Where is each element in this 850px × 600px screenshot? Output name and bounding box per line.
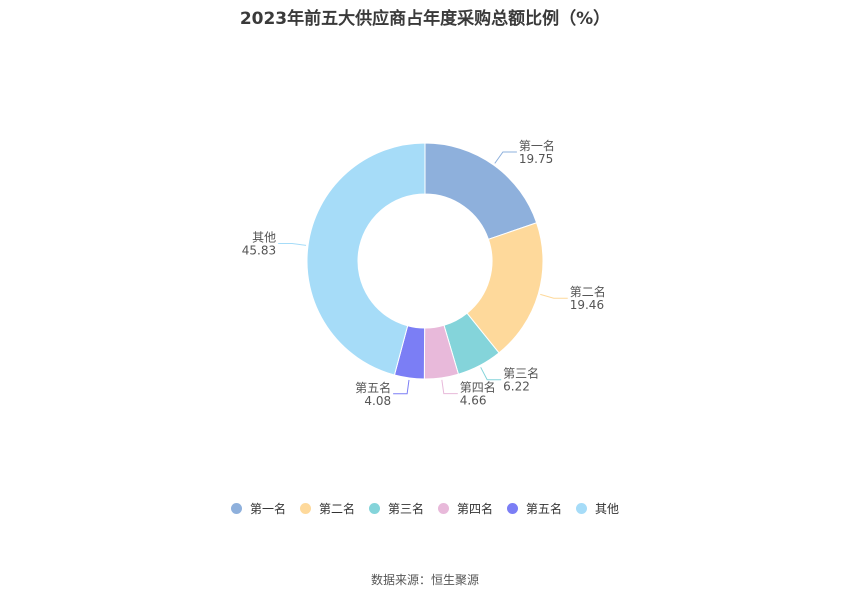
legend-item-1[interactable]: 第一名 (230, 500, 286, 517)
leader-line-2 (540, 293, 568, 299)
legend-item-5[interactable]: 第五名 (507, 500, 562, 517)
legend-marker-icon (576, 503, 588, 514)
legend-label: 第一名 (249, 502, 286, 516)
leader-line-3 (480, 367, 502, 381)
leader-line-6 (278, 242, 307, 246)
slice-category-label-5: 第五名 (355, 380, 391, 395)
legend-label: 第五名 (526, 502, 563, 516)
slice-value-label-2: 19.46 (570, 298, 604, 312)
data-source: 数据来源：恒生聚源 (370, 573, 479, 587)
donut-slice-6[interactable] (306, 142, 426, 376)
leader-line-4 (441, 379, 458, 395)
slice-category-label-4: 第四名 (460, 380, 496, 395)
legend-item-4[interactable]: 第四名 (438, 500, 493, 517)
leader-line-1 (494, 151, 517, 164)
slice-category-label-3: 第三名 (503, 366, 539, 381)
slice-category-label-6: 其他 (252, 230, 276, 244)
slice-value-label-6: 45.83 (242, 243, 276, 257)
slice-value-label-1: 19.75 (519, 152, 553, 166)
legend-marker-icon (368, 503, 380, 514)
slice-category-label-2: 第二名 (570, 284, 606, 299)
legend-label: 第三名 (387, 502, 424, 516)
legend: 第一名 第二名 第三名 第四名 第五名 其他 (0, 500, 850, 517)
chart-title: 2023年前五大供应商占年度采购总额比例（%） (239, 9, 611, 29)
legend-label: 其他 (595, 502, 620, 516)
legend-marker-icon (230, 503, 242, 514)
legend-marker-icon (438, 503, 449, 514)
legend-item-6[interactable]: 其他 (576, 500, 619, 517)
legend-item-2[interactable]: 第二名 (299, 500, 355, 517)
slice-value-label-5: 4.08 (364, 394, 391, 408)
slice-category-label-1: 第一名 (519, 138, 555, 153)
slice-value-label-3: 6.22 (503, 380, 530, 394)
legend-label: 第四名 (457, 502, 494, 516)
leader-line-5 (393, 379, 410, 395)
legend-marker-icon (507, 503, 519, 514)
legend-label: 第二名 (318, 502, 355, 516)
legend-item-3[interactable]: 第三名 (368, 500, 424, 517)
legend-marker-icon (299, 503, 311, 514)
slice-value-label-4: 4.66 (460, 394, 487, 408)
